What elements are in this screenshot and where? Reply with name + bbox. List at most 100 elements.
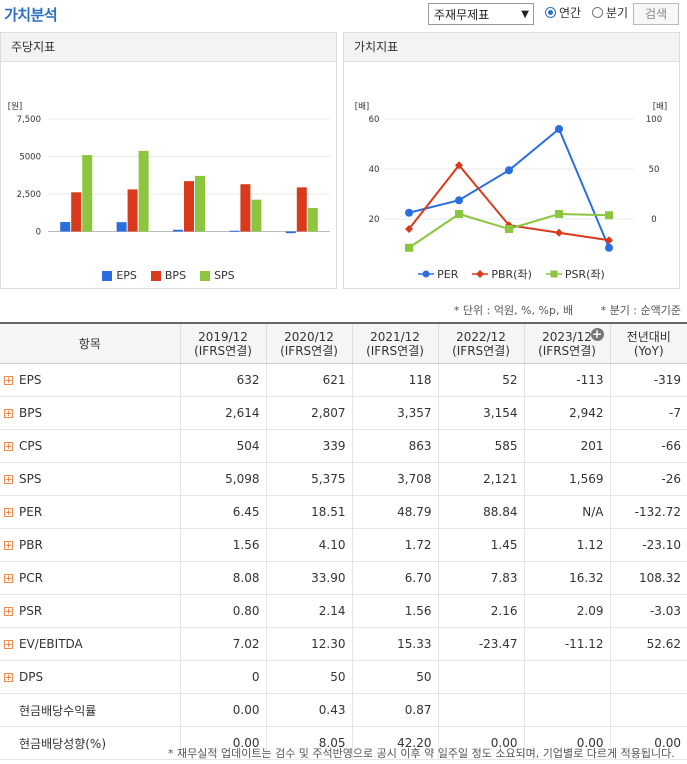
row-label-cell[interactable]: + BPS bbox=[0, 396, 180, 430]
radio-selected-icon bbox=[545, 7, 556, 18]
row-label-cell[interactable]: + PSR bbox=[0, 594, 180, 628]
expand-plus-icon[interactable]: + bbox=[4, 409, 13, 419]
radio-quarter[interactable]: 분기 bbox=[592, 4, 628, 21]
y-left-tick-label: 60 bbox=[369, 115, 380, 125]
table-cell: 2,807 bbox=[265, 396, 352, 430]
row-label-cell[interactable]: + DPS bbox=[0, 660, 180, 694]
value-analysis-table: 항목 2019/12 (IFRS연결) 2020/12 (IFRS연결) 2021/12(… bbox=[0, 322, 687, 760]
point-square bbox=[455, 210, 463, 218]
bar-eps bbox=[285, 231, 296, 234]
section-title: 가치분석 bbox=[4, 6, 58, 24]
legend-label: PER bbox=[437, 267, 459, 281]
header-basis-label: (IFRS연결) bbox=[194, 343, 252, 358]
legend-swatch bbox=[200, 270, 211, 281]
expand-plus-icon[interactable]: + bbox=[4, 475, 13, 485]
table-cell: -132.72 bbox=[609, 495, 687, 529]
table-cell: -26 bbox=[609, 462, 687, 496]
table-cell: 2.09 bbox=[523, 594, 610, 628]
bar-sps bbox=[138, 150, 149, 232]
table-body: + EPS 632 621 118 52 -113 -319 + BPS 2,614 2,807 3,3… bbox=[0, 363, 687, 760]
table-row: + PBR 1.56 4.10 1.72 1.45 1.12 -23.10 bbox=[0, 528, 687, 562]
value-chart-panel: 가치지표 [배][배]60402000100500-502019/122020/… bbox=[343, 32, 680, 289]
bar-sps bbox=[307, 207, 318, 232]
legend-item[interactable]: PBR(좌) bbox=[472, 266, 532, 282]
row-label: PSR bbox=[19, 604, 43, 618]
table-cell: -11.12 bbox=[523, 627, 610, 661]
add-column-icon[interactable]: + bbox=[590, 327, 604, 341]
per-share-chart-panel: 주당지표 [원]7,50050002,5000-25002019/122020/… bbox=[0, 32, 337, 289]
legend-item[interactable]: EPS bbox=[102, 269, 137, 282]
value-line-chart: [배][배]60402000100500-502019/122020/12202… bbox=[355, 102, 667, 252]
search-button[interactable]: 검색 bbox=[633, 3, 679, 25]
legend-item[interactable]: SPS bbox=[200, 269, 235, 282]
y-tick-label: 0 bbox=[36, 228, 41, 238]
legend-item[interactable]: BPS bbox=[150, 269, 187, 282]
row-label-cell[interactable]: + SPS bbox=[0, 462, 180, 496]
row-label: CPS bbox=[19, 439, 43, 453]
table-row: + CPS 504 339 863 585 201 -66 bbox=[0, 429, 687, 463]
legend-item[interactable]: PER bbox=[418, 266, 458, 282]
radio-annual[interactable]: 연간 bbox=[545, 4, 581, 21]
table-cell: 16.32 bbox=[523, 561, 610, 595]
table-cell: 7.02 bbox=[179, 627, 266, 661]
header-period: 2021/12 (IFRS연결) bbox=[351, 322, 438, 364]
row-label: BPS bbox=[19, 406, 43, 420]
legend-swatch bbox=[102, 270, 113, 281]
table-cell: 2.14 bbox=[265, 594, 352, 628]
expand-plus-icon[interactable]: + bbox=[4, 508, 13, 518]
expand-plus-icon[interactable]: + bbox=[4, 376, 13, 386]
row-label-cell[interactable]: + PCR bbox=[0, 561, 180, 595]
expand-plus-icon[interactable]: + bbox=[4, 673, 13, 683]
legend-label: PSR(좌) bbox=[564, 268, 605, 281]
row-label-cell[interactable]: + EV/EBITDA bbox=[0, 627, 180, 661]
expand-plus-icon[interactable]: + bbox=[4, 640, 13, 650]
header-basis-label: (IFRS연결) bbox=[280, 343, 338, 358]
table-cell: 201 bbox=[523, 429, 610, 463]
table-cell: 33.90 bbox=[265, 561, 352, 595]
row-label-cell[interactable]: + PER bbox=[0, 495, 180, 529]
expand-plus-icon[interactable]: + bbox=[4, 607, 13, 617]
row-label-cell: 현금배당수익률 bbox=[0, 693, 180, 727]
expand-plus-icon[interactable]: + bbox=[4, 574, 13, 584]
row-label-cell: 현금배당성향(%) bbox=[0, 726, 180, 760]
row-label: PER bbox=[19, 505, 43, 519]
table-cell: 50 bbox=[265, 660, 352, 694]
quarter-note: * 분기 : 순액기준 bbox=[600, 304, 681, 317]
header-period-label: 2019/12 bbox=[198, 329, 248, 344]
statement-type-value: 주재무제표 bbox=[434, 8, 490, 22]
table-cell bbox=[609, 693, 687, 727]
row-label: EV/EBITDA bbox=[19, 637, 83, 651]
point-circle bbox=[555, 125, 563, 133]
point-diamond bbox=[555, 228, 563, 237]
table-cell: 4.10 bbox=[265, 528, 352, 562]
header-basis-label: (YoY) bbox=[633, 343, 664, 358]
per-share-bar-chart: [원]7,50050002,5000-25002019/122020/12202… bbox=[8, 102, 330, 238]
table-row: + PSR 0.80 2.14 1.56 2.16 2.09 -3.03 bbox=[0, 594, 687, 628]
header-period: 전년대비 (YoY) bbox=[609, 322, 687, 364]
y-tick-label: 7,500 bbox=[17, 115, 41, 125]
legend-label: BPS bbox=[164, 269, 187, 282]
table-cell: 52.62 bbox=[609, 627, 687, 661]
per-share-legend: EPS BPS SPS bbox=[1, 269, 336, 282]
point-circle bbox=[455, 196, 463, 205]
y-left-tick-label: 40 bbox=[369, 165, 380, 175]
table-row: + PCR 8.08 33.90 6.70 7.83 16.32 108.32 bbox=[0, 561, 687, 595]
y-left-tick-label: 20 bbox=[369, 215, 380, 225]
point-square bbox=[405, 243, 413, 252]
statement-type-select[interactable]: 주재무제표 ▼ bbox=[428, 3, 534, 25]
expand-plus-icon[interactable]: + bbox=[4, 541, 13, 551]
table-row: 현금배당성향(%) 0.00 8.05 42.20 0.00 0.00 0.00 bbox=[0, 726, 687, 760]
bar-eps bbox=[116, 222, 127, 232]
row-label-cell[interactable]: + CPS bbox=[0, 429, 180, 463]
table-cell: 3,154 bbox=[437, 396, 524, 430]
row-label-cell[interactable]: + EPS bbox=[0, 363, 180, 397]
expand-plus-icon[interactable]: + bbox=[4, 442, 13, 452]
table-row: + BPS 2,614 2,807 3,357 3,154 2,942 -7 bbox=[0, 396, 687, 430]
value-legend: PER PBR(좌) PSR(좌) bbox=[344, 266, 679, 282]
table-row: 현금배당수익률 0.00 0.43 0.87 bbox=[0, 693, 687, 727]
table-cell: -319 bbox=[609, 363, 687, 397]
row-label-cell[interactable]: + PBR bbox=[0, 528, 180, 562]
table-cell: -7 bbox=[609, 396, 687, 430]
legend-item[interactable]: PSR(좌) bbox=[545, 266, 605, 282]
table-cell: 0.80 bbox=[179, 594, 266, 628]
